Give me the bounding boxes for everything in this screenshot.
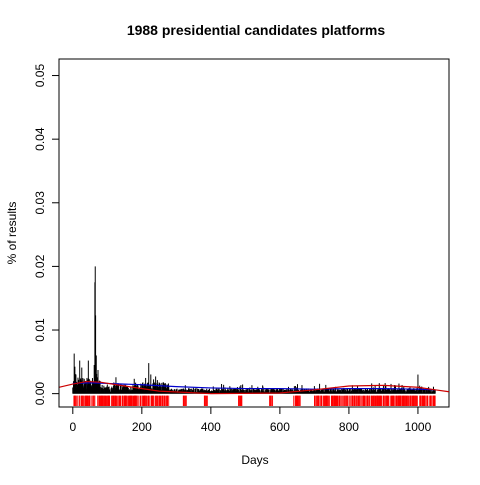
x-tick-label: 400 [201, 420, 221, 434]
x-tick-label: 200 [132, 420, 152, 434]
x-axis: 0 200 400 600 800 1000 [69, 406, 432, 434]
smooth-lines [58, 380, 450, 395]
y-tick-label: 0.05 [33, 64, 47, 88]
y-tick-label: 0.01 [33, 318, 47, 342]
x-tick-label: 1000 [405, 420, 432, 434]
y-tick-label: 0.02 [33, 254, 47, 278]
y-axis: 0.00 0.01 0.02 0.03 0.04 0.05 [33, 64, 60, 406]
plot-frame [58, 58, 450, 408]
x-tick-label: 800 [339, 420, 359, 434]
y-tick-label: 0.00 [33, 382, 47, 406]
y-axis-label: % of results [5, 202, 19, 265]
y-tick-label: 0.04 [33, 127, 47, 151]
y-tick-label: 0.03 [33, 191, 47, 215]
x-axis-label: Days [241, 453, 268, 467]
x-tick-label: 600 [270, 420, 290, 434]
smooth-line-red [58, 380, 450, 395]
rug [73, 395, 436, 406]
x-tick-label: 0 [69, 420, 76, 434]
chart-title: 1988 presidential candidates platforms [127, 22, 386, 38]
bars [72, 266, 436, 394]
